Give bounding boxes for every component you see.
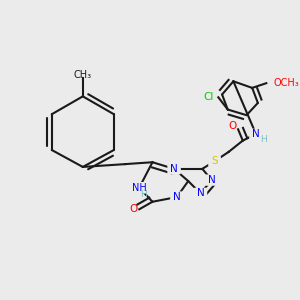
Text: N: N <box>208 175 216 185</box>
Text: OCH₃: OCH₃ <box>273 78 299 88</box>
Text: H: H <box>260 135 266 144</box>
Text: H: H <box>140 190 147 199</box>
Text: NH: NH <box>132 183 147 193</box>
Text: S: S <box>211 156 218 166</box>
FancyBboxPatch shape <box>205 175 218 186</box>
Text: N: N <box>252 129 260 139</box>
FancyBboxPatch shape <box>131 182 148 193</box>
Text: Cl: Cl <box>204 92 214 102</box>
Text: CH₃: CH₃ <box>74 70 92 80</box>
FancyBboxPatch shape <box>167 163 181 175</box>
FancyBboxPatch shape <box>194 188 207 199</box>
Text: O: O <box>130 204 138 214</box>
FancyBboxPatch shape <box>208 156 221 167</box>
Text: O: O <box>228 122 237 131</box>
Text: N: N <box>196 188 204 198</box>
Text: N: N <box>170 164 178 174</box>
Text: N: N <box>173 192 181 202</box>
FancyBboxPatch shape <box>249 129 263 140</box>
FancyBboxPatch shape <box>170 191 184 203</box>
